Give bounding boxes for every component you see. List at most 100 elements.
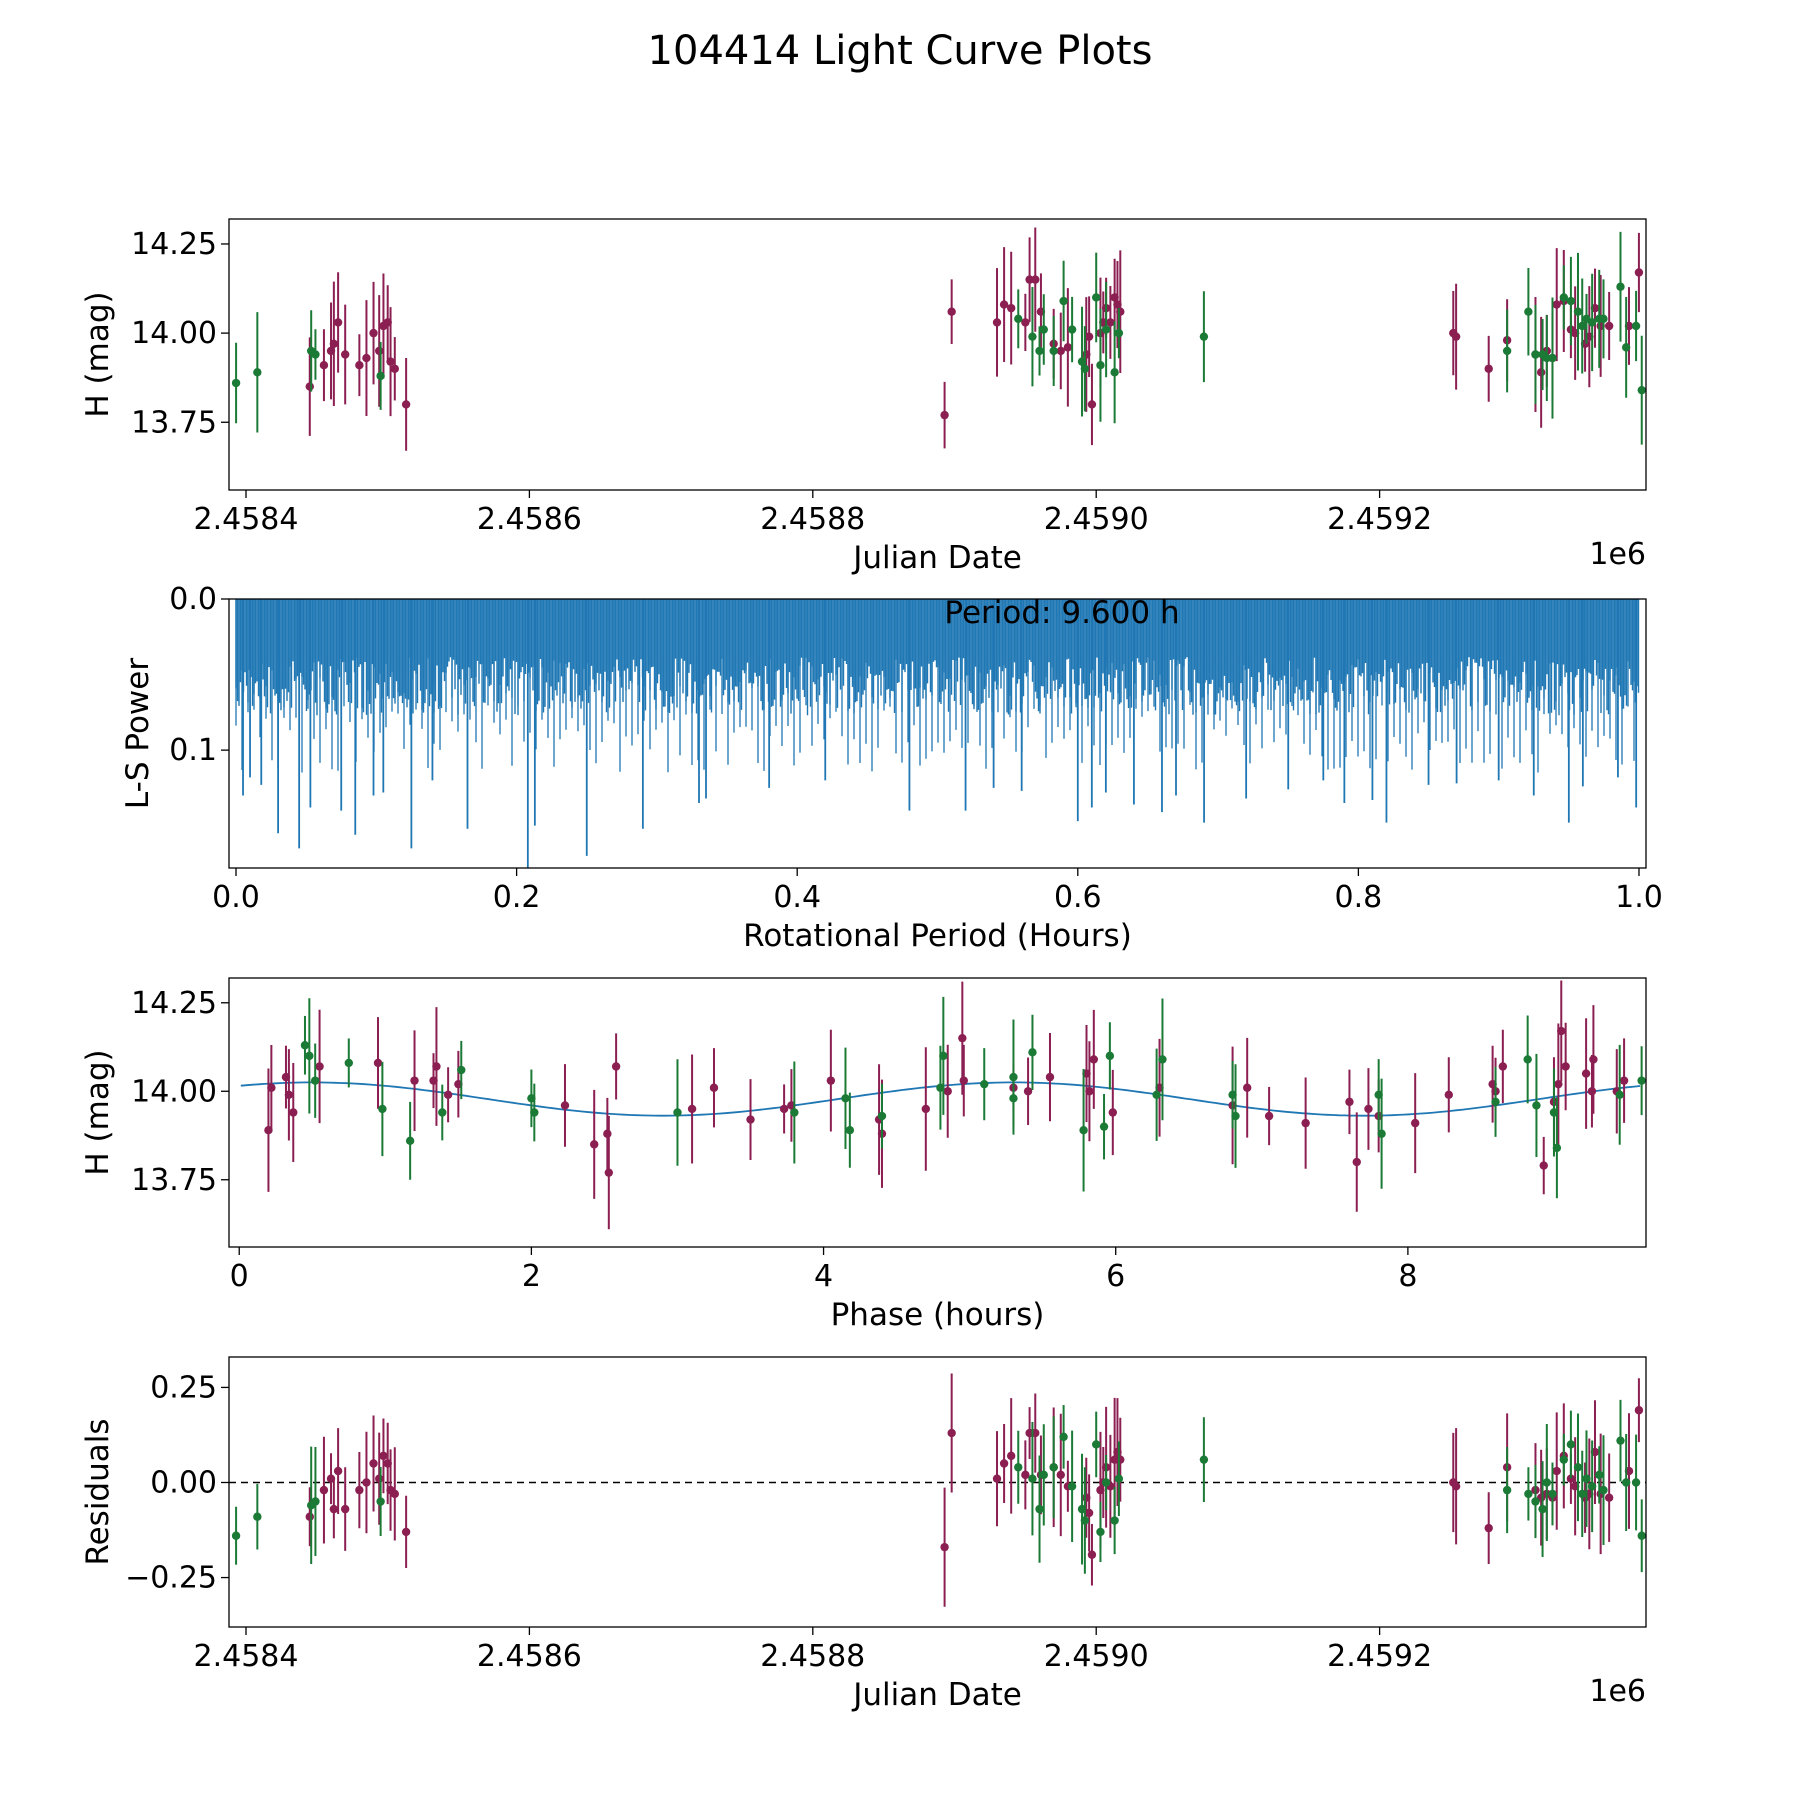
purple-data-point bbox=[1589, 1055, 1597, 1063]
x-tick-label: 0 bbox=[230, 1259, 249, 1294]
purple-data-point bbox=[369, 1459, 377, 1467]
x-tick-label: 2.4590 bbox=[1044, 1639, 1149, 1674]
residuals-frame bbox=[229, 1357, 1646, 1627]
green-data-point bbox=[311, 1497, 319, 1505]
purple-data-point bbox=[355, 1486, 363, 1494]
green-data-point bbox=[1588, 1482, 1596, 1490]
purple-data-point bbox=[1021, 1471, 1029, 1479]
green-data-point bbox=[457, 1066, 465, 1074]
purple-data-point bbox=[947, 308, 955, 316]
green-data-point bbox=[1096, 1528, 1104, 1536]
green-data-point bbox=[939, 1052, 947, 1060]
purple-data-point bbox=[341, 1505, 349, 1513]
purple-data-point bbox=[285, 1091, 293, 1099]
green-data-point bbox=[1059, 1433, 1067, 1441]
purple-data-point bbox=[1561, 1062, 1569, 1070]
green-data-point bbox=[1599, 1486, 1607, 1494]
purple-data-point bbox=[1537, 368, 1545, 376]
green-data-point bbox=[1014, 315, 1022, 323]
purple-data-point bbox=[374, 1059, 382, 1067]
x-tick-label: 2.4586 bbox=[477, 502, 582, 537]
purple-data-point bbox=[1106, 318, 1114, 326]
purple-data-point bbox=[1007, 1452, 1015, 1460]
green-data-point bbox=[1491, 1098, 1499, 1106]
y-tick-label: 14.25 bbox=[131, 986, 217, 1021]
x-axis-label: Rotational Period (Hours) bbox=[743, 918, 1132, 954]
purple-data-point bbox=[1605, 1494, 1613, 1502]
green-data-point bbox=[1638, 386, 1646, 394]
green-data-point bbox=[1079, 1126, 1087, 1134]
green-data-point bbox=[1092, 293, 1100, 301]
green-data-point bbox=[878, 1112, 886, 1120]
purple-data-point bbox=[375, 1474, 383, 1482]
purple-data-point bbox=[410, 1076, 418, 1084]
x-offset-label: 1e6 bbox=[1589, 1674, 1646, 1709]
green-data-point bbox=[1616, 283, 1624, 291]
x-tick-label: 0.4 bbox=[773, 880, 821, 915]
purple-data-point bbox=[603, 1130, 611, 1138]
y-tick-label: 14.00 bbox=[131, 316, 217, 351]
purple-data-point bbox=[1452, 332, 1460, 340]
green-data-point bbox=[1574, 1463, 1582, 1471]
purple-data-point bbox=[1088, 400, 1096, 408]
figure-canvas: 2.4584 2.4586 2.4588 2.4590 2.459214.2514.00… bbox=[0, 0, 1800, 1800]
purple-data-point bbox=[306, 382, 314, 390]
green-data-point bbox=[305, 1052, 313, 1060]
purple-data-point bbox=[1353, 1158, 1361, 1166]
periodogram-plot-area bbox=[236, 599, 1639, 876]
y-axis-label: Residuals bbox=[80, 1418, 116, 1565]
purple-data-point bbox=[940, 1543, 948, 1551]
purple-data-point bbox=[940, 411, 948, 419]
green-data-point bbox=[1231, 1112, 1239, 1120]
purple-data-point bbox=[561, 1101, 569, 1109]
green-data-point bbox=[1106, 1052, 1114, 1060]
purple-data-point bbox=[780, 1105, 788, 1113]
purple-data-point bbox=[1485, 1524, 1493, 1532]
green-data-point bbox=[1028, 332, 1036, 340]
green-data-point bbox=[1532, 1101, 1540, 1109]
x-axis-label: Julian Date bbox=[851, 1677, 1022, 1713]
x-axis-label: Phase (hours) bbox=[831, 1297, 1045, 1333]
purple-data-point bbox=[612, 1062, 620, 1070]
purple-data-point bbox=[432, 1062, 440, 1070]
period-annotation: Period: 9.600 h bbox=[944, 595, 1179, 631]
purple-data-point bbox=[960, 1076, 968, 1084]
purple-data-point bbox=[1364, 1105, 1372, 1113]
green-data-point bbox=[1574, 308, 1582, 316]
purple-data-point bbox=[341, 350, 349, 358]
purple-data-point bbox=[306, 1513, 314, 1521]
green-data-point bbox=[376, 1497, 384, 1505]
green-data-point bbox=[232, 379, 240, 387]
green-data-point bbox=[1560, 1455, 1568, 1463]
purple-data-point bbox=[1243, 1084, 1251, 1092]
purple-data-point bbox=[1057, 1471, 1065, 1479]
green-data-point bbox=[1622, 343, 1630, 351]
purple-data-point bbox=[1064, 343, 1072, 351]
green-data-point bbox=[1068, 1482, 1076, 1490]
green-data-point bbox=[1110, 1516, 1118, 1524]
purple-data-point bbox=[993, 1474, 1001, 1482]
green-data-point bbox=[253, 1513, 261, 1521]
purple-data-point bbox=[944, 1087, 952, 1095]
green-data-point bbox=[1040, 325, 1048, 333]
x-tick-label: 2.4588 bbox=[760, 502, 865, 537]
purple-data-point bbox=[1085, 332, 1093, 340]
green-data-point bbox=[1102, 1478, 1110, 1486]
y-tick-label: 0.1 bbox=[169, 733, 217, 768]
green-data-point bbox=[1567, 297, 1575, 305]
purple-data-point bbox=[1085, 1087, 1093, 1095]
green-data-point bbox=[1068, 325, 1076, 333]
purple-data-point bbox=[391, 1490, 399, 1498]
green-data-point bbox=[301, 1041, 309, 1049]
green-data-point bbox=[1200, 1455, 1208, 1463]
green-data-point bbox=[345, 1059, 353, 1067]
green-data-point bbox=[378, 1105, 386, 1113]
green-data-point bbox=[1110, 368, 1118, 376]
purple-data-point bbox=[1485, 365, 1493, 373]
green-data-point bbox=[1578, 1490, 1586, 1498]
purple-data-point bbox=[379, 1452, 387, 1460]
green-data-point bbox=[311, 350, 319, 358]
green-data-point bbox=[311, 1076, 319, 1084]
purple-data-point bbox=[1452, 1482, 1460, 1490]
purple-data-point bbox=[1588, 1087, 1596, 1095]
